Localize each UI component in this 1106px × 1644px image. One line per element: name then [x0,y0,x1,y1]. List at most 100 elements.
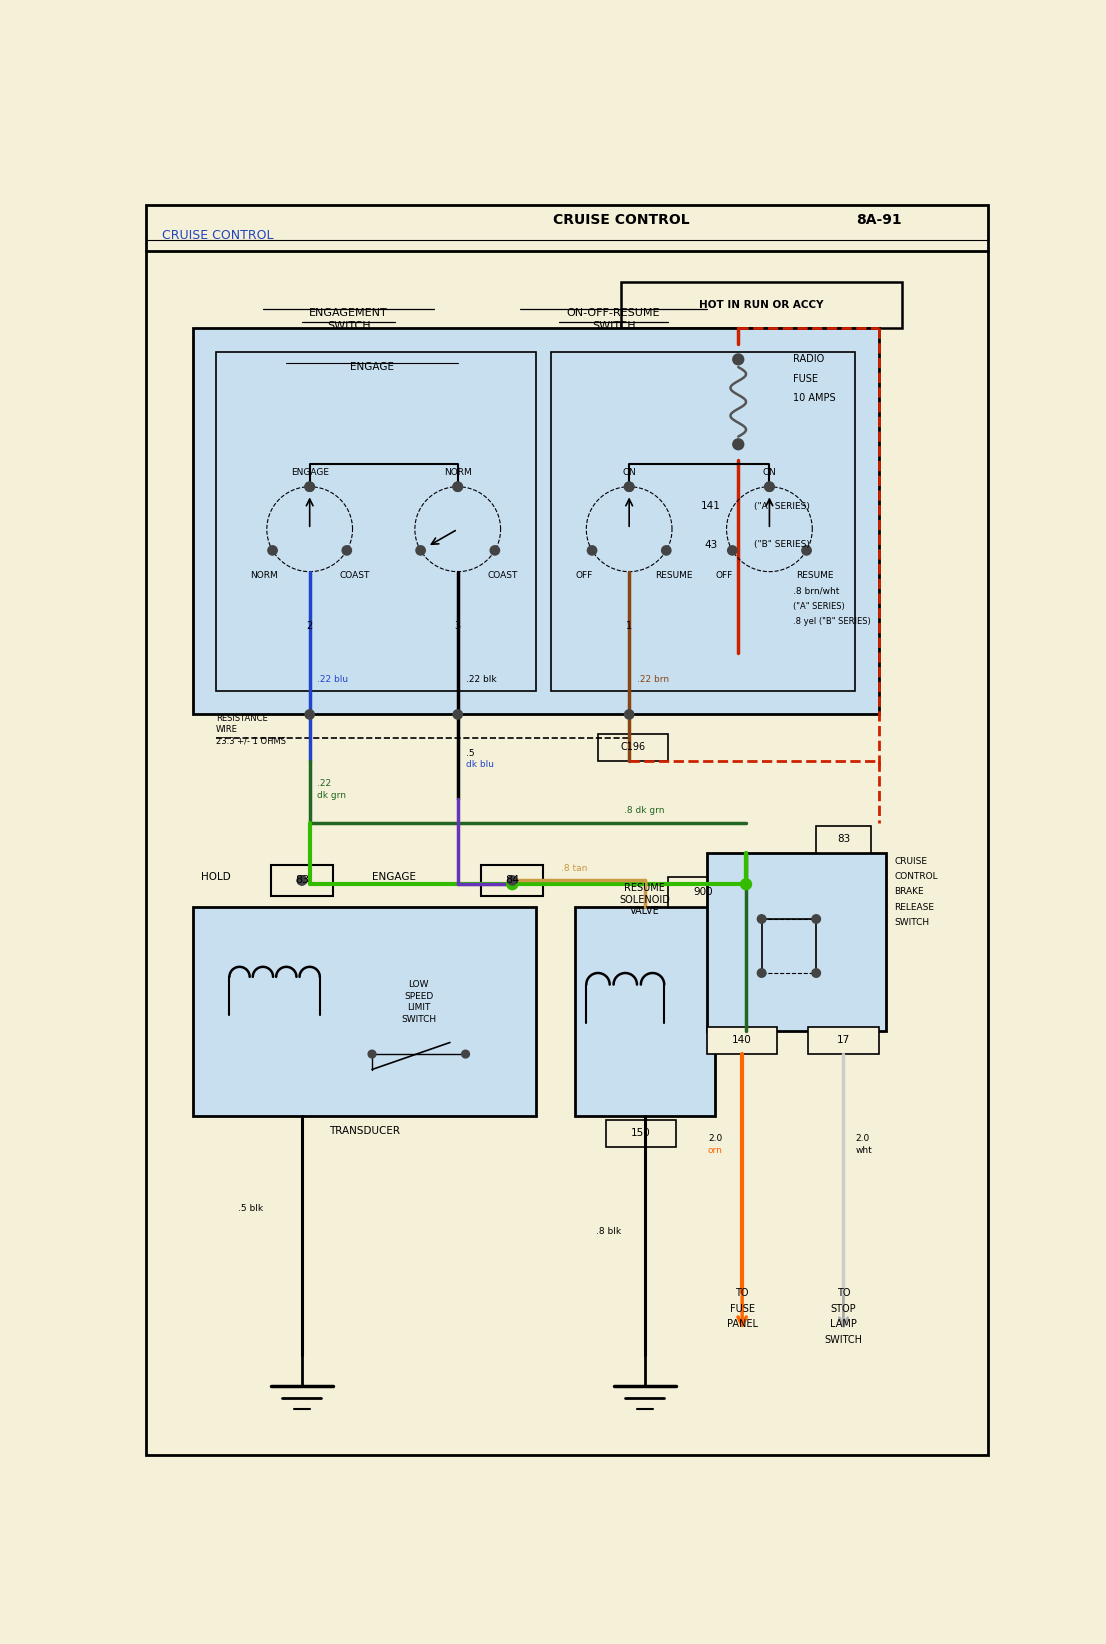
Text: SWITCH: SWITCH [401,1014,437,1024]
Text: .22 brn: .22 brn [637,676,669,684]
Text: FUSE: FUSE [730,1304,754,1314]
Text: LOW: LOW [408,980,429,990]
Text: RESISTANCE: RESISTANCE [216,713,268,723]
Text: 10 AMPS: 10 AMPS [793,393,835,403]
Text: OFF: OFF [575,570,593,580]
Text: STOP: STOP [831,1304,856,1314]
Circle shape [741,880,751,889]
Circle shape [764,482,774,492]
FancyBboxPatch shape [271,865,333,896]
Text: ("B" SERIES): ("B" SERIES) [754,541,810,549]
Text: 84: 84 [505,875,520,886]
Text: .8 brn/wht: .8 brn/wht [793,587,839,595]
Circle shape [368,1051,376,1059]
Text: .22 blu: .22 blu [317,676,348,684]
FancyBboxPatch shape [668,876,739,907]
Circle shape [812,914,821,924]
Text: RESUME: RESUME [796,570,833,580]
Text: TO: TO [837,1289,851,1299]
Text: VALVE: VALVE [630,906,659,916]
Text: LIMIT: LIMIT [407,1003,430,1013]
Circle shape [733,439,743,450]
FancyBboxPatch shape [707,853,886,1031]
Text: SPEED: SPEED [404,991,434,1001]
Text: .8 yel ("B" SERIES): .8 yel ("B" SERIES) [793,616,870,626]
Text: ON-OFF-RESUME: ON-OFF-RESUME [567,307,660,317]
Text: 17: 17 [837,1036,851,1046]
Circle shape [764,482,774,492]
Text: SWITCH: SWITCH [824,1335,863,1345]
Text: dk blu: dk blu [466,760,493,769]
Text: WIRE: WIRE [216,725,238,735]
Text: ("A" SERIES): ("A" SERIES) [793,602,845,612]
Text: .8 tan: .8 tan [562,865,587,873]
Circle shape [507,880,518,889]
Circle shape [298,876,306,884]
Text: PANEL: PANEL [727,1318,758,1330]
Text: 150: 150 [632,1128,650,1138]
Text: 900: 900 [693,888,713,898]
Text: CRUISE CONTROL: CRUISE CONTROL [161,230,273,242]
FancyBboxPatch shape [598,733,668,761]
Text: NORM: NORM [251,570,279,580]
Text: TO: TO [735,1289,749,1299]
Text: .22: .22 [317,779,332,789]
Circle shape [305,482,314,492]
Text: ON: ON [762,469,776,477]
Text: CONTROL: CONTROL [894,871,938,881]
Text: C196: C196 [620,741,646,751]
Text: 3: 3 [455,621,461,631]
Text: .8 blk: .8 blk [596,1226,622,1236]
Text: 2.0: 2.0 [709,1134,722,1144]
Circle shape [733,353,743,365]
Text: SWITCH: SWITCH [327,321,371,330]
Text: .8 dk grn: .8 dk grn [625,807,665,815]
Circle shape [802,546,811,556]
Text: RELEASE: RELEASE [894,903,935,912]
Text: CRUISE CONTROL: CRUISE CONTROL [553,214,690,227]
Text: COAST: COAST [488,570,518,580]
Text: SWITCH: SWITCH [592,321,635,330]
Text: ON: ON [623,469,636,477]
Text: orn: orn [708,1146,722,1156]
Text: wht: wht [855,1146,872,1156]
Text: 8A-91: 8A-91 [856,214,901,227]
Text: SWITCH: SWITCH [894,919,929,927]
Circle shape [342,546,352,556]
Text: 23.3 +/- 1 OHMS: 23.3 +/- 1 OHMS [216,737,286,746]
Text: 140: 140 [732,1036,752,1046]
FancyBboxPatch shape [146,206,988,1455]
Circle shape [453,482,462,492]
Circle shape [305,710,314,718]
Circle shape [416,546,426,556]
Text: ("A" SERIES): ("A" SERIES) [754,501,810,511]
Text: NORM: NORM [444,469,471,477]
Circle shape [268,546,278,556]
Circle shape [661,546,671,556]
Text: SOLENOID: SOLENOID [619,894,670,904]
Text: ENGAGE: ENGAGE [349,362,394,372]
Circle shape [490,546,500,556]
FancyBboxPatch shape [575,907,714,1116]
Circle shape [298,876,306,884]
Text: 83: 83 [295,875,309,886]
Circle shape [461,1051,469,1059]
Text: dk grn: dk grn [317,791,346,801]
Text: COAST: COAST [340,570,371,580]
FancyBboxPatch shape [808,1028,878,1054]
Text: 43: 43 [705,539,718,549]
Text: RESUME: RESUME [656,570,693,580]
Text: ENGAGE: ENGAGE [372,871,416,881]
Text: HOT IN RUN OR ACCY: HOT IN RUN OR ACCY [699,301,824,311]
Text: RADIO: RADIO [793,355,824,365]
Circle shape [305,482,314,492]
Text: TRANSDUCER: TRANSDUCER [328,1126,399,1136]
Text: BRAKE: BRAKE [894,888,924,896]
FancyBboxPatch shape [622,283,901,329]
FancyBboxPatch shape [816,827,870,853]
FancyBboxPatch shape [691,344,785,460]
Text: ENGAGE: ENGAGE [291,469,328,477]
Circle shape [728,546,737,556]
Text: 1: 1 [626,621,633,631]
Text: .5: .5 [466,748,474,758]
